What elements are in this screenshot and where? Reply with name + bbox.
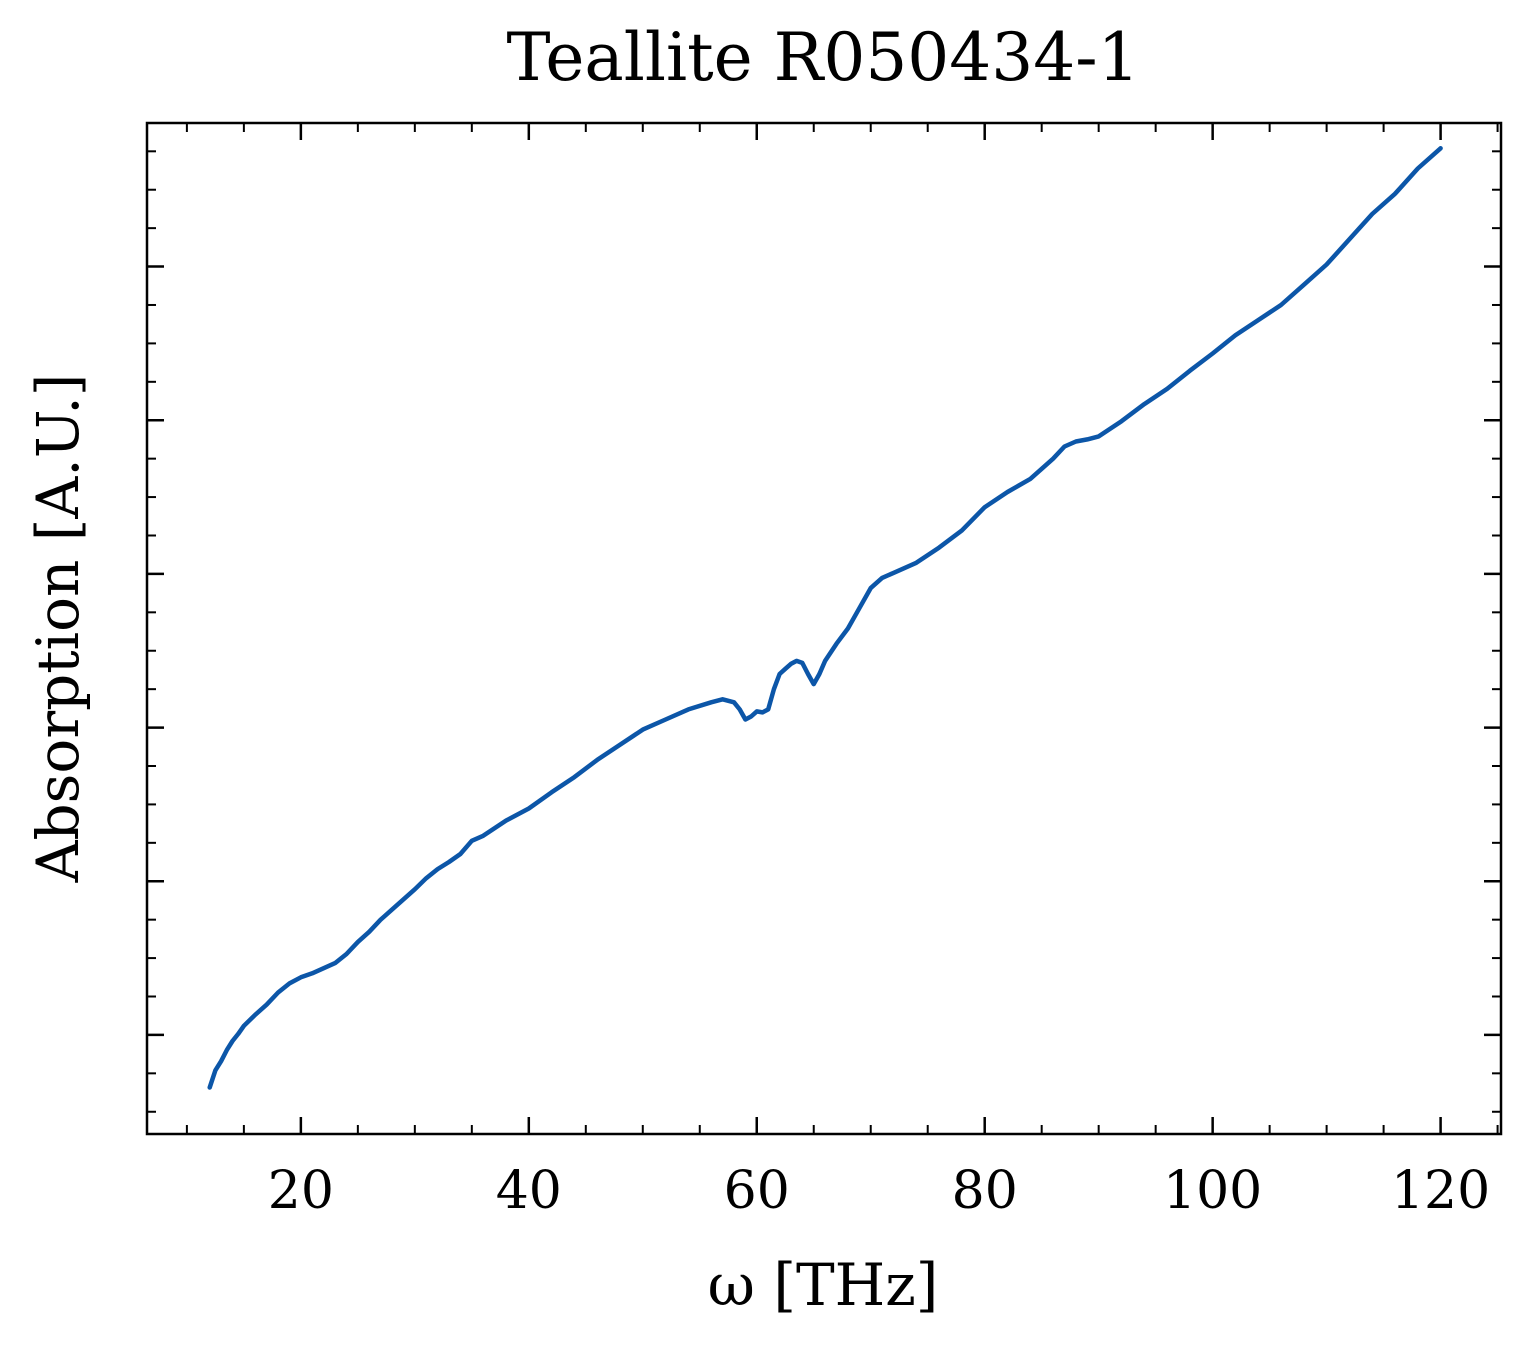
x-tick-label: 120 — [1391, 1161, 1490, 1221]
axis-ticks — [147, 123, 1501, 1134]
x-tick-label: 60 — [724, 1161, 790, 1221]
chart-title: Teallite R050434-1 — [506, 19, 1139, 96]
plot-frame — [145, 121, 1503, 1136]
x-tick-labels: 20 40 60 80 100 120 — [268, 1161, 1490, 1221]
series-line — [207, 146, 1443, 1090]
x-tick-label: 100 — [1163, 1161, 1262, 1221]
y-axis-label: Absorption [A.U.] — [24, 374, 92, 884]
x-tick-label: 40 — [496, 1161, 562, 1221]
x-tick-label: 20 — [268, 1161, 334, 1221]
x-tick-label: 80 — [952, 1161, 1018, 1221]
x-axis-label: ω [THz] — [708, 1251, 939, 1319]
